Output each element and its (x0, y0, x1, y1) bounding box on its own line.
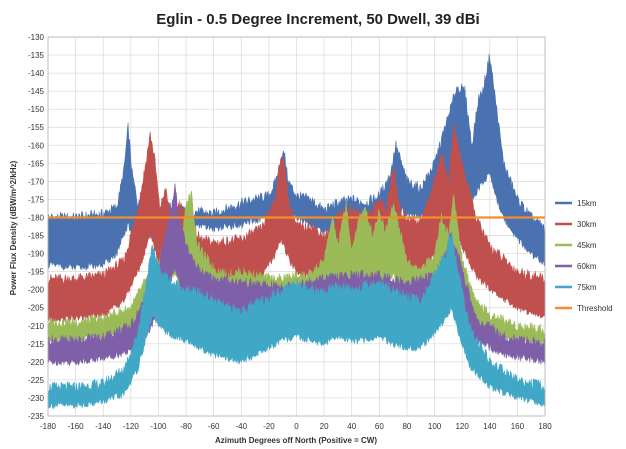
y-tick-label-16: -210 (28, 322, 45, 331)
x-tick-label-5: -80 (180, 422, 192, 431)
tick-layer: -180 -160 -140 -120 -100 -80 -60 -40 -20 0 20 40 60 8… (28, 33, 552, 431)
y-tick-label-17: -215 (28, 340, 45, 349)
y-tick-label-7: -165 (28, 159, 45, 168)
y-tick-label-12: -190 (28, 250, 45, 259)
x-tick-label-2: -140 (95, 422, 112, 431)
y-tick-label-18: -220 (28, 358, 45, 367)
y-tick-label-0: -130 (28, 33, 45, 42)
series-layer (47, 53, 546, 410)
y-tick-label-3: -145 (28, 87, 45, 96)
y-tick-label-20: -230 (28, 394, 45, 403)
y-tick-label-5: -155 (28, 123, 45, 132)
x-tick-label-16: 140 (483, 422, 497, 431)
x-tick-label-17: 160 (511, 422, 525, 431)
legend-label-30km: 30km (577, 220, 597, 229)
x-tick-label-6: -60 (208, 422, 220, 431)
x-tick-label-8: -20 (263, 422, 275, 431)
x-tick-label-10: 20 (320, 422, 329, 431)
x-tick-label-4: -100 (150, 422, 167, 431)
y-tick-label-15: -205 (28, 304, 45, 313)
y-tick-label-21: -235 (28, 412, 45, 421)
y-axis-title: Power Flux Density (dBW/m^2/kHz) (9, 160, 18, 295)
y-tick-label-11: -185 (28, 232, 45, 241)
legend: 15km 30km 45km 60km 75km Threshold (555, 199, 613, 313)
x-tick-label-18: 180 (538, 422, 552, 431)
plot-area-border (47, 36, 546, 417)
legend-label-Threshold: Threshold (577, 304, 613, 313)
y-tick-label-10: -180 (28, 213, 45, 222)
y-tick-label-14: -200 (28, 286, 45, 295)
x-axis-title: Azimuth Degrees off North (Positive = CW… (215, 436, 377, 445)
y-tick-label-4: -150 (28, 105, 45, 114)
y-tick-label-13: -195 (28, 268, 45, 277)
x-tick-label-14: 100 (428, 422, 442, 431)
x-tick-label-15: 120 (455, 422, 469, 431)
y-tick-label-8: -170 (28, 177, 45, 186)
x-tick-label-1: -160 (68, 422, 85, 431)
legend-label-45km: 45km (577, 241, 597, 250)
y-tick-label-6: -160 (28, 141, 45, 150)
x-tick-label-11: 40 (347, 422, 356, 431)
y-tick-label-1: -135 (28, 51, 45, 60)
x-tick-label-12: 60 (375, 422, 384, 431)
chart-title: Eglin - 0.5 Degree Increment, 50 Dwell, … (156, 11, 479, 28)
y-tick-label-2: -140 (28, 69, 45, 78)
x-tick-label-7: -40 (235, 422, 247, 431)
legend-label-15km: 15km (577, 199, 597, 208)
x-tick-label-13: 80 (402, 422, 411, 431)
y-tick-label-9: -175 (28, 195, 45, 204)
legend-label-75km: 75km (577, 283, 597, 292)
x-tick-label-0: -180 (40, 422, 57, 431)
x-tick-label-3: -120 (123, 422, 140, 431)
y-tick-label-19: -225 (28, 376, 45, 385)
legend-label-60km: 60km (577, 262, 597, 271)
x-tick-label-9: 0 (294, 422, 299, 431)
